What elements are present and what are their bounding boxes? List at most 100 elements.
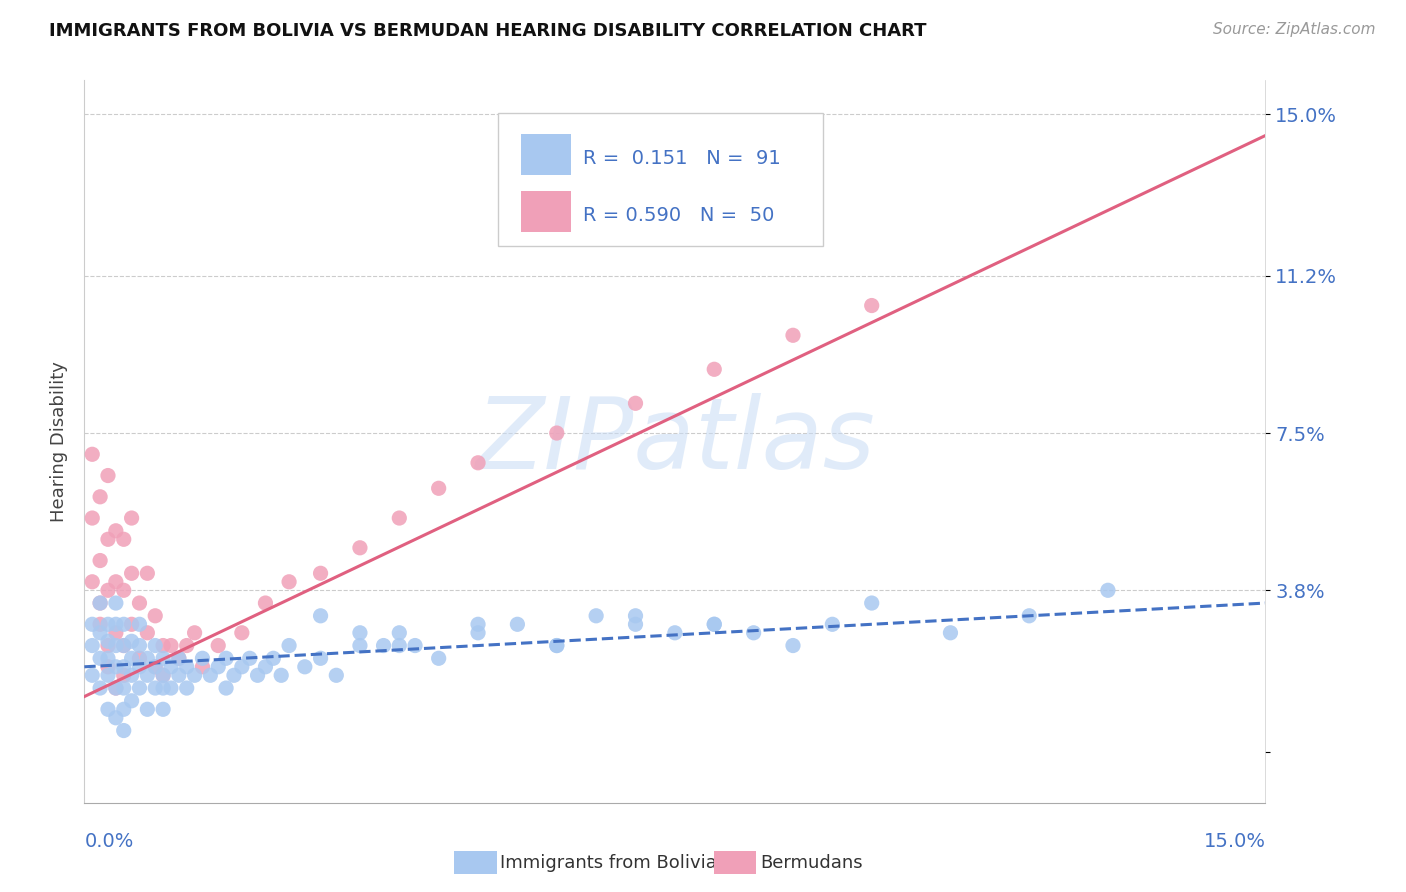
Point [104,681,127,695]
Point [104,617,127,632]
Point [143,608,166,623]
Point [104,660,127,674]
Point [82,511,104,525]
Point [373,639,395,653]
Point [104,711,127,725]
Point [427,481,450,495]
Point [207,639,229,653]
FancyBboxPatch shape [714,851,756,874]
Point [222,668,245,682]
Point [388,625,411,640]
Point [104,596,127,610]
Point [152,702,174,716]
Point [112,617,135,632]
Point [160,639,183,653]
Point [82,668,104,682]
Point [782,639,804,653]
Point [231,660,253,674]
Point [143,639,166,653]
Point [624,396,647,410]
Point [136,668,159,682]
Point [239,651,262,665]
Point [136,702,159,716]
Point [309,651,332,665]
Text: Immigrants from Bolivia: Immigrants from Bolivia [501,854,717,871]
Point [191,651,214,665]
Point [89,625,111,640]
Point [121,511,143,525]
Point [152,668,174,682]
FancyBboxPatch shape [522,134,571,175]
Point [1097,583,1119,598]
Point [254,660,277,674]
Point [112,660,135,674]
Point [89,490,111,504]
Point [121,634,143,648]
Point [427,651,450,665]
Text: 15.0%: 15.0% [1204,831,1265,851]
Point [703,617,725,632]
Point [97,668,120,682]
Point [278,574,301,589]
Point [176,639,198,653]
Point [143,681,166,695]
Point [200,668,222,682]
Point [231,625,253,640]
Point [546,639,568,653]
Point [128,617,150,632]
Point [467,625,489,640]
Point [128,660,150,674]
Text: 0.0%: 0.0% [84,831,134,851]
Point [782,328,804,343]
Point [121,617,143,632]
Point [104,574,127,589]
Point [388,639,411,653]
Point [176,660,198,674]
Point [742,625,765,640]
Y-axis label: Hearing Disability: Hearing Disability [49,361,67,522]
Point [136,651,159,665]
Point [703,617,725,632]
Point [89,681,111,695]
Point [112,639,135,653]
Point [246,668,269,682]
Point [128,651,150,665]
Text: R = 0.590   N =  50: R = 0.590 N = 50 [582,206,775,225]
Point [97,634,120,648]
Point [89,553,111,567]
Point [128,639,150,653]
Text: Bermudans: Bermudans [759,854,862,871]
Point [664,625,686,640]
Point [309,566,332,581]
Point [167,668,190,682]
Point [112,533,135,547]
Point [467,456,489,470]
Point [121,651,143,665]
Point [97,533,120,547]
Point [860,299,883,313]
Point [467,617,489,632]
Point [97,702,120,716]
Text: ZIPatlas: ZIPatlas [475,393,875,490]
Point [152,651,174,665]
Point [349,541,371,555]
Point [128,596,150,610]
FancyBboxPatch shape [522,191,571,232]
Point [104,639,127,653]
Point [546,425,568,440]
Point [1018,608,1040,623]
FancyBboxPatch shape [498,112,823,246]
Point [97,639,120,653]
Point [278,639,301,653]
FancyBboxPatch shape [454,851,496,874]
Point [89,596,111,610]
Point [104,625,127,640]
Point [506,617,529,632]
Point [89,617,111,632]
Point [112,723,135,738]
Point [152,681,174,695]
Point [152,639,174,653]
Point [325,668,347,682]
Point [97,660,120,674]
Point [703,362,725,376]
